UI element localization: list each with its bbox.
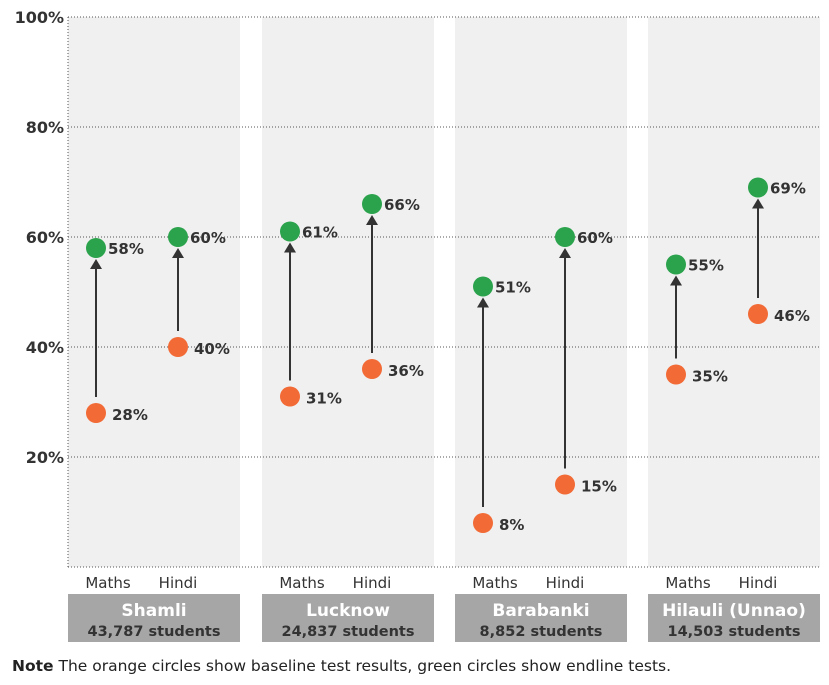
baseline-dot bbox=[86, 403, 106, 423]
subject-label: Hindi bbox=[159, 574, 198, 592]
baseline-value-label: 35% bbox=[692, 368, 728, 386]
endline-value-label: 69% bbox=[770, 180, 806, 198]
subject-label: Hindi bbox=[739, 574, 778, 592]
endline-value-label: 60% bbox=[190, 229, 226, 247]
baseline-value-label: 8% bbox=[499, 516, 524, 534]
baseline-dot bbox=[168, 337, 188, 357]
footnote-text: The orange circles show baseline test re… bbox=[53, 657, 672, 675]
district-label-box bbox=[262, 594, 434, 642]
district-student-count: 14,503 students bbox=[668, 624, 801, 640]
baseline-value-label: 46% bbox=[774, 307, 810, 325]
district-name: Lucknow bbox=[306, 601, 390, 621]
endline-dot bbox=[280, 221, 300, 242]
district-panel bbox=[262, 17, 434, 567]
endline-dot bbox=[86, 238, 106, 258]
baseline-value-label: 31% bbox=[306, 390, 342, 408]
district-name: Shamli bbox=[121, 601, 186, 621]
district-panel bbox=[648, 17, 820, 567]
district-student-count: 43,787 students bbox=[88, 624, 221, 640]
subject-label: Maths bbox=[472, 574, 518, 592]
baseline-dot bbox=[555, 474, 575, 495]
subject-label: Hindi bbox=[353, 574, 392, 592]
footnote: Note The orange circles show baseline te… bbox=[12, 657, 822, 675]
endline-value-label: 51% bbox=[495, 279, 531, 297]
y-tick-label: 100% bbox=[15, 8, 64, 27]
district-label-box bbox=[68, 594, 240, 642]
endline-dot bbox=[555, 227, 575, 247]
subject-label: Hindi bbox=[546, 574, 585, 592]
endline-value-label: 66% bbox=[384, 196, 420, 214]
baseline-dot bbox=[666, 364, 686, 385]
district-name: Barabanki bbox=[492, 601, 589, 621]
y-tick-label: 20% bbox=[26, 448, 64, 467]
baseline-dot bbox=[362, 359, 382, 379]
endline-value-label: 58% bbox=[108, 240, 144, 258]
footnote-lead: Note bbox=[12, 657, 54, 675]
baseline-value-label: 40% bbox=[194, 340, 230, 358]
endline-dot bbox=[473, 276, 493, 297]
district-student-count: 24,837 students bbox=[282, 624, 415, 640]
subject-label: Maths bbox=[665, 574, 711, 592]
endline-dot bbox=[666, 254, 686, 275]
district-student-count: 8,852 students bbox=[480, 624, 603, 640]
endline-dot bbox=[168, 227, 188, 247]
subject-label: Maths bbox=[279, 574, 325, 592]
baseline-value-label: 15% bbox=[581, 478, 617, 496]
y-tick-label: 40% bbox=[26, 338, 64, 357]
endline-value-label: 60% bbox=[577, 229, 613, 247]
y-tick-label: 80% bbox=[26, 118, 64, 137]
endline-value-label: 55% bbox=[688, 257, 724, 275]
subject-label: Maths bbox=[85, 574, 131, 592]
endline-value-label: 61% bbox=[302, 224, 338, 242]
district-name: Hilauli (Unnao) bbox=[662, 601, 806, 621]
y-tick-label: 60% bbox=[26, 228, 64, 247]
endline-dot bbox=[362, 194, 382, 214]
endline-dot bbox=[748, 177, 768, 198]
district-label-box bbox=[648, 594, 820, 642]
district-label-box bbox=[455, 594, 627, 642]
baseline-value-label: 28% bbox=[112, 406, 148, 424]
baseline-dot bbox=[280, 386, 300, 407]
baseline-value-label: 36% bbox=[388, 362, 424, 380]
district-panel bbox=[68, 17, 240, 567]
baseline-dot bbox=[748, 304, 768, 324]
baseline-dot bbox=[473, 513, 493, 533]
